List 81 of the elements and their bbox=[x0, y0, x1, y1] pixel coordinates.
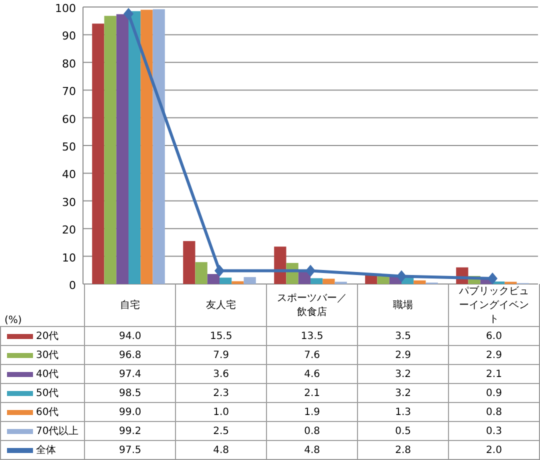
data-label: 94.0 bbox=[84, 326, 176, 346]
data-label: 15.5 bbox=[176, 326, 267, 346]
bar bbox=[116, 14, 128, 284]
data-label: 7.6 bbox=[266, 346, 358, 364]
legend-label: 60代 bbox=[0, 402, 85, 422]
x-tick-label: 職場 bbox=[358, 284, 449, 326]
y-tick-label: 70 bbox=[62, 85, 76, 98]
x-tick-label: パブリックビューイングイベント bbox=[448, 284, 540, 326]
point bbox=[306, 264, 316, 277]
bar bbox=[322, 278, 335, 284]
data-label: 1.3 bbox=[358, 402, 449, 422]
x-tick-label: スポーツバー／飲食店 bbox=[266, 284, 358, 326]
legend-label: 40代 bbox=[0, 364, 85, 384]
data-label: 4.6 bbox=[266, 364, 358, 384]
bar bbox=[92, 24, 104, 284]
data-label: 3.6 bbox=[176, 364, 267, 384]
y-tick-label: 0 bbox=[69, 279, 76, 292]
y-tick-label: 10 bbox=[62, 251, 76, 264]
y-tick-label: 50 bbox=[62, 140, 76, 154]
data-label: 7.9 bbox=[176, 346, 267, 364]
legend-label: 70代以上 bbox=[0, 422, 85, 440]
data-label: 99.0 bbox=[84, 402, 176, 422]
data-label: 1.9 bbox=[266, 402, 358, 422]
data-label: 97.4 bbox=[84, 364, 176, 384]
data-label: 4.8 bbox=[266, 440, 358, 460]
bar bbox=[104, 16, 116, 284]
data-label: 2.9 bbox=[448, 346, 540, 364]
y-axis-title: (%) bbox=[4, 315, 22, 326]
point bbox=[214, 264, 224, 277]
y-tick-label: 100 bbox=[55, 2, 76, 15]
data-label: 0.5 bbox=[358, 422, 449, 440]
data-label: 2.1 bbox=[448, 364, 540, 384]
bar bbox=[232, 281, 244, 284]
data-label: 3.5 bbox=[358, 326, 449, 346]
data-label: 0.9 bbox=[448, 384, 540, 402]
bar bbox=[244, 277, 256, 284]
data-label: 2.8 bbox=[358, 440, 449, 460]
y-tick-label: 80 bbox=[62, 57, 76, 70]
data-label: 2.3 bbox=[176, 384, 267, 402]
data-label: 2.5 bbox=[176, 422, 267, 440]
data-label: 2.1 bbox=[266, 384, 358, 402]
bar bbox=[140, 10, 153, 284]
data-label: 4.8 bbox=[176, 440, 267, 460]
y-tick-label: 90 bbox=[62, 30, 76, 43]
bar bbox=[207, 274, 220, 284]
y-tick-label: 20 bbox=[62, 224, 76, 237]
data-label: 6.0 bbox=[448, 326, 540, 346]
point bbox=[488, 272, 498, 284]
point bbox=[124, 8, 134, 20]
bar bbox=[377, 276, 390, 284]
bar bbox=[310, 278, 323, 284]
y-tick-label: 40 bbox=[62, 168, 76, 182]
bar bbox=[414, 280, 426, 284]
bar bbox=[220, 278, 232, 284]
bar bbox=[274, 246, 286, 284]
data-label: 97.5 bbox=[84, 440, 176, 460]
y-tick-label: 30 bbox=[62, 196, 76, 209]
data-label: 1.0 bbox=[176, 402, 267, 422]
data-label: 2.0 bbox=[448, 440, 540, 460]
data-label: 13.5 bbox=[266, 326, 358, 346]
data-label: 96.8 bbox=[84, 346, 176, 364]
data-label: 99.2 bbox=[84, 422, 176, 440]
x-tick-label: 自宅 bbox=[84, 284, 176, 326]
bar bbox=[128, 11, 141, 284]
data-label: 3.2 bbox=[358, 384, 449, 402]
legend-label: 20代 bbox=[0, 326, 85, 346]
data-label: 0.3 bbox=[448, 422, 540, 440]
legend-label: 全体 bbox=[0, 440, 85, 460]
y-tick-label: 60 bbox=[62, 112, 76, 126]
bar bbox=[195, 262, 208, 284]
data-label: 98.5 bbox=[84, 384, 176, 402]
legend-label: 30代 bbox=[0, 346, 85, 364]
data-label: 0.8 bbox=[448, 402, 540, 422]
bar bbox=[183, 241, 196, 284]
point bbox=[396, 270, 406, 282]
data-label: 0.8 bbox=[266, 422, 358, 440]
data-label: 3.2 bbox=[358, 364, 449, 384]
bar bbox=[152, 9, 165, 284]
legend-label: 50代 bbox=[0, 384, 85, 402]
x-tick-label: 友人宅 bbox=[176, 284, 267, 326]
data-label: 2.9 bbox=[358, 346, 449, 364]
